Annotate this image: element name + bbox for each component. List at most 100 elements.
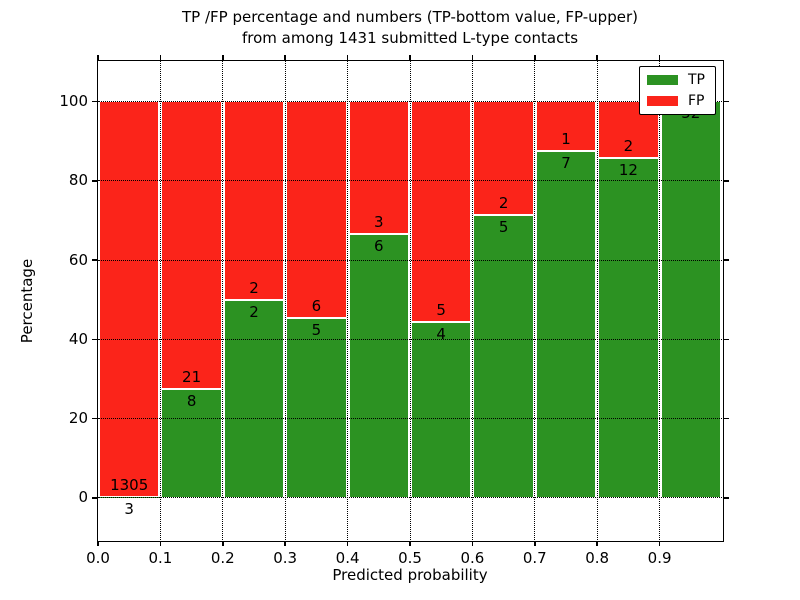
vertical-gridline (284, 61, 286, 540)
chart-title: TP /FP percentage and numbers (TP-bottom… (98, 7, 722, 49)
legend-item-tp: TP (647, 73, 705, 87)
vertical-gridline (471, 61, 473, 540)
horizontal-gridline (98, 497, 722, 499)
fp-bar-segment (473, 101, 534, 215)
x-tick-top (284, 54, 286, 60)
tp-count-label: 2 (249, 302, 259, 321)
tp-bar-segment (223, 299, 285, 498)
x-tick-label: 0.5 (398, 549, 422, 567)
fp-bar-segment (535, 101, 597, 151)
fp-bar-segment (348, 101, 409, 234)
fp-bar-segment (223, 101, 285, 300)
x-tick-label: 0.9 (647, 549, 672, 567)
horizontal-gridline (98, 418, 722, 420)
x-tick-top (596, 54, 598, 60)
y-tick-right (723, 100, 729, 103)
fp-bar-segment (161, 101, 222, 389)
fp-bar-segment (286, 101, 347, 318)
plot-area: TP FP 13053218226536542517212520.00.10.2… (59, 54, 729, 567)
x-tick-top (97, 54, 99, 60)
tp-legend-label: TP (688, 72, 705, 88)
tp-bar-segment (286, 317, 347, 498)
x-tick-label: 0.6 (460, 549, 485, 567)
x-tick-bottom (284, 541, 286, 546)
horizontal-gridline (98, 100, 722, 102)
y-tick-left (91, 417, 97, 420)
fp-count-label: 6 (311, 296, 322, 315)
fp-bar-segment (411, 101, 472, 322)
tp-legend-swatch (647, 75, 678, 85)
tp-count-label: 6 (374, 236, 384, 255)
x-tick-label: 0.4 (335, 549, 360, 567)
x-tick-bottom (346, 541, 349, 546)
y-tick-label: 100 (59, 91, 88, 110)
x-tick-bottom (222, 541, 224, 546)
y-tick-label: 60 (68, 250, 88, 269)
x-tick-label: 0.8 (585, 549, 610, 567)
tp-bar-segment (535, 151, 597, 498)
vertical-gridline (659, 61, 661, 540)
vertical-gridline (409, 61, 411, 540)
x-tick-label: 0.1 (148, 549, 173, 567)
y-tick-left (91, 338, 97, 341)
fp-legend-label: FP (688, 93, 705, 109)
x-tick-top (159, 54, 162, 60)
x-tick-top (471, 54, 474, 60)
fp-count-label: 1 (561, 130, 571, 148)
fp-count-label: 21 (182, 367, 202, 386)
fp-count-label: 1305 (110, 476, 149, 495)
y-tick-left (91, 100, 97, 103)
x-tick-top (409, 54, 411, 60)
y-tick-right (723, 259, 729, 261)
y-tick-left (91, 259, 97, 261)
tp-count-label: 12 (618, 161, 638, 180)
tp-count-label: 4 (436, 324, 446, 343)
x-tick-bottom (534, 541, 536, 546)
x-tick-bottom (596, 541, 598, 546)
vertical-gridline (534, 61, 536, 540)
y-tick-right (723, 417, 729, 420)
fp-count-label: 2 (623, 137, 634, 156)
y-tick-right (723, 338, 729, 341)
fp-legend-swatch (647, 96, 678, 106)
chart-title-line2: from among 1431 submitted L-type contact… (241, 29, 579, 47)
legend: TP FP (639, 66, 716, 115)
x-tick-top (658, 54, 661, 60)
y-tick-left (91, 497, 97, 499)
x-tick-top (534, 54, 536, 60)
legend-item-fp: FP (647, 94, 705, 108)
fp-bar-segment (99, 101, 160, 498)
tp-count-label: 5 (311, 320, 322, 339)
y-tick-label: 0 (78, 488, 88, 507)
x-tick-label: 0.3 (273, 549, 298, 567)
x-tick-bottom (658, 541, 661, 546)
fp-count-label: 3 (374, 212, 384, 231)
tp-bar-segment (161, 388, 222, 498)
vertical-gridline (159, 61, 161, 540)
tp-count-label: 3 (124, 500, 134, 519)
tp-bar-segment (598, 158, 659, 498)
x-tick-top (222, 54, 224, 60)
x-tick-label: 0.0 (86, 549, 110, 567)
tp-bar-segment (660, 101, 721, 498)
y-tick-left (91, 180, 97, 182)
vertical-gridline (347, 61, 349, 540)
tp-bar-segment (411, 321, 472, 498)
horizontal-gridline (98, 259, 722, 261)
y-tick-right (723, 180, 729, 182)
horizontal-gridline (98, 338, 722, 340)
x-tick-bottom (471, 541, 474, 546)
vertical-gridline (596, 61, 598, 540)
x-tick-bottom (409, 541, 411, 546)
x-tick-bottom (97, 541, 99, 546)
fp-count-label: 2 (498, 193, 509, 212)
tp-count-label: 8 (186, 391, 197, 410)
y-tick-label: 40 (68, 329, 88, 348)
y-tick-right (723, 497, 729, 499)
y-tick-label: 80 (68, 171, 88, 190)
x-tick-top (346, 54, 349, 60)
x-axis-label: Predicted probability (332, 566, 488, 584)
y-tick-label: 20 (68, 409, 88, 428)
chart-title-line1: TP /FP percentage and numbers (TP-bottom… (182, 8, 638, 26)
tp-bar-segment (473, 214, 534, 498)
